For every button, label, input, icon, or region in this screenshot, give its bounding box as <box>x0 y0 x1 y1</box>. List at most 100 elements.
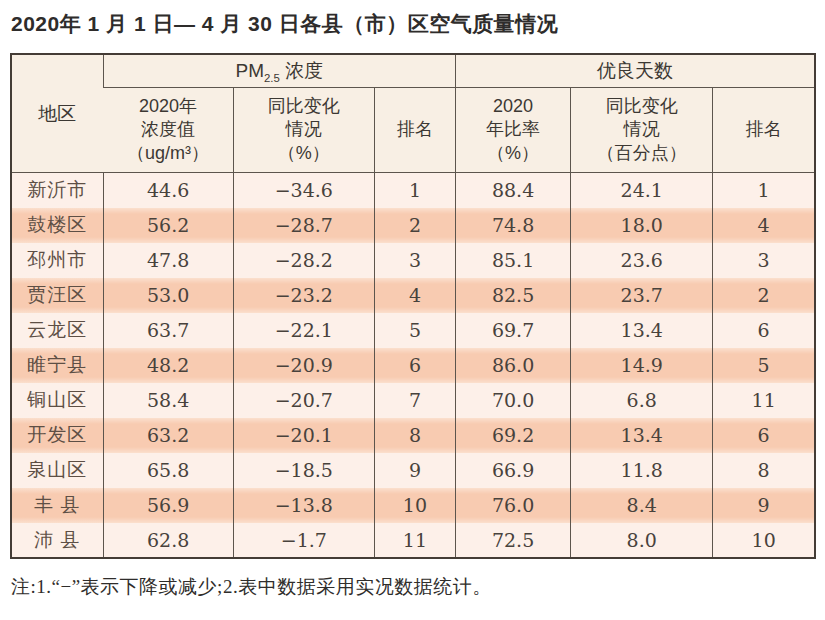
pm-change-cell: −13.8 <box>233 488 374 523</box>
col-header-good-rate: 2020 年比率 （%） <box>456 88 571 173</box>
region-cell: 新沂市 <box>11 173 103 208</box>
table-row: 开发区 63.2 −20.1 8 69.2 13.4 6 <box>11 418 815 453</box>
good-rate-cell: 85.1 <box>456 243 571 278</box>
pm-value-cell: 47.8 <box>103 243 233 278</box>
good-change-cell: 8.4 <box>571 488 713 523</box>
table-row: 贾汪区 53.0 −23.2 4 82.5 23.7 2 <box>11 278 815 313</box>
pm-rank-cell: 11 <box>374 523 455 558</box>
good-rank-cell: 4 <box>713 208 815 243</box>
pm25-label-main: PM <box>235 60 264 81</box>
pm-rank-cell: 7 <box>374 383 455 418</box>
pm-change-cell: −28.7 <box>233 208 374 243</box>
pm-change-cell: −34.6 <box>233 173 374 208</box>
col-header-pm-rank: 排名 <box>374 88 455 173</box>
col-header-good-rank: 排名 <box>713 88 815 173</box>
good-rate-cell: 86.0 <box>456 348 571 383</box>
pm-rank-cell: 6 <box>374 348 455 383</box>
good-rank-cell: 2 <box>713 278 815 313</box>
good-rank-cell: 10 <box>713 523 815 558</box>
pm-value-cell: 62.8 <box>103 523 233 558</box>
col-group-pm25-concentration: PM2.5 浓度 <box>103 54 455 88</box>
good-change-cell: 23.7 <box>571 278 713 313</box>
region-cell: 邳州市 <box>11 243 103 278</box>
good-rank-cell: 5 <box>713 348 815 383</box>
pm-change-cell: −28.2 <box>233 243 374 278</box>
table-row: 睢宁县 48.2 −20.9 6 86.0 14.9 5 <box>11 348 815 383</box>
good-change-cell: 14.9 <box>571 348 713 383</box>
page: 2020年 1 月 1 日— 4 月 30 日各县（市）区空气质量情况 地区 P… <box>0 0 825 620</box>
region-cell: 开发区 <box>11 418 103 453</box>
table-row: 丰 县 56.9 −13.8 10 76.0 8.4 9 <box>11 488 815 523</box>
good-rate-cell: 72.5 <box>456 523 571 558</box>
pm-rank-cell: 5 <box>374 313 455 348</box>
good-rank-cell: 1 <box>713 173 815 208</box>
pm-rank-cell: 9 <box>374 453 455 488</box>
table-header: 地区 PM2.5 浓度 优良天数 2020年 浓度值 （ug/m³） 同比变化 … <box>11 54 815 173</box>
good-change-cell: 18.0 <box>571 208 713 243</box>
good-change-cell: 8.0 <box>571 523 713 558</box>
good-rank-cell: 9 <box>713 488 815 523</box>
col-header-good-change: 同比变化 情况 （百分点） <box>571 88 713 173</box>
good-rate-cell: 82.5 <box>456 278 571 313</box>
table-row: 新沂市 44.6 −34.6 1 88.4 24.1 1 <box>11 173 815 208</box>
pm-change-cell: −23.2 <box>233 278 374 313</box>
pm25-label-tail: 浓度 <box>280 60 323 81</box>
pm-value-cell: 53.0 <box>103 278 233 313</box>
pm-rank-cell: 4 <box>374 278 455 313</box>
region-cell: 云龙区 <box>11 313 103 348</box>
page-title: 2020年 1 月 1 日— 4 月 30 日各县（市）区空气质量情况 <box>10 8 816 38</box>
table-row: 云龙区 63.7 −22.1 5 69.7 13.4 6 <box>11 313 815 348</box>
pm-change-cell: −20.7 <box>233 383 374 418</box>
good-rank-cell: 11 <box>713 383 815 418</box>
good-change-cell: 6.8 <box>571 383 713 418</box>
table-body: 新沂市 44.6 −34.6 1 88.4 24.1 1 鼓楼区 56.2 −2… <box>11 173 815 558</box>
pm-change-cell: −20.1 <box>233 418 374 453</box>
pm-value-cell: 65.8 <box>103 453 233 488</box>
col-header-pm-change: 同比变化 情况 （%） <box>233 88 374 173</box>
good-rate-cell: 66.9 <box>456 453 571 488</box>
region-cell: 鼓楼区 <box>11 208 103 243</box>
table-row: 泉山区 65.8 −18.5 9 66.9 11.8 8 <box>11 453 815 488</box>
good-rank-cell: 3 <box>713 243 815 278</box>
region-cell: 贾汪区 <box>11 278 103 313</box>
good-rate-cell: 88.4 <box>456 173 571 208</box>
pm-rank-cell: 2 <box>374 208 455 243</box>
good-rank-cell: 6 <box>713 313 815 348</box>
air-quality-table: 地区 PM2.5 浓度 优良天数 2020年 浓度值 （ug/m³） 同比变化 … <box>10 53 816 559</box>
pm-rank-cell: 8 <box>374 418 455 453</box>
col-group-good-days: 优良天数 <box>456 54 815 88</box>
pm-change-cell: −18.5 <box>233 453 374 488</box>
good-rate-cell: 69.2 <box>456 418 571 453</box>
good-rank-cell: 8 <box>713 453 815 488</box>
footnote: 注:1.“−”表示下降或减少;2.表中数据采用实况数据统计。 <box>10 574 816 600</box>
region-cell: 睢宁县 <box>11 348 103 383</box>
region-cell: 铜山区 <box>11 383 103 418</box>
good-rate-cell: 74.8 <box>456 208 571 243</box>
table-row: 沛 县 62.8 −1.7 11 72.5 8.0 10 <box>11 523 815 558</box>
region-cell: 沛 县 <box>11 523 103 558</box>
pm-value-cell: 48.2 <box>103 348 233 383</box>
pm-value-cell: 56.2 <box>103 208 233 243</box>
good-rate-cell: 76.0 <box>456 488 571 523</box>
good-rank-cell: 6 <box>713 418 815 453</box>
pm-value-cell: 44.6 <box>103 173 233 208</box>
pm25-label-subscript: 2.5 <box>264 72 280 84</box>
good-change-cell: 23.6 <box>571 243 713 278</box>
table-row: 铜山区 58.4 −20.7 7 70.0 6.8 11 <box>11 383 815 418</box>
col-header-pm-value: 2020年 浓度值 （ug/m³） <box>103 88 233 173</box>
pm-value-cell: 58.4 <box>103 383 233 418</box>
pm-value-cell: 63.2 <box>103 418 233 453</box>
pm-value-cell: 56.9 <box>103 488 233 523</box>
good-rate-cell: 69.7 <box>456 313 571 348</box>
pm-change-cell: −20.9 <box>233 348 374 383</box>
good-change-cell: 13.4 <box>571 313 713 348</box>
region-cell: 泉山区 <box>11 453 103 488</box>
good-change-cell: 13.4 <box>571 418 713 453</box>
good-change-cell: 24.1 <box>571 173 713 208</box>
header-group-row: 地区 PM2.5 浓度 优良天数 <box>11 54 815 88</box>
pm-rank-cell: 1 <box>374 173 455 208</box>
pm-change-cell: −1.7 <box>233 523 374 558</box>
pm-value-cell: 63.7 <box>103 313 233 348</box>
region-cell: 丰 县 <box>11 488 103 523</box>
pm-rank-cell: 10 <box>374 488 455 523</box>
